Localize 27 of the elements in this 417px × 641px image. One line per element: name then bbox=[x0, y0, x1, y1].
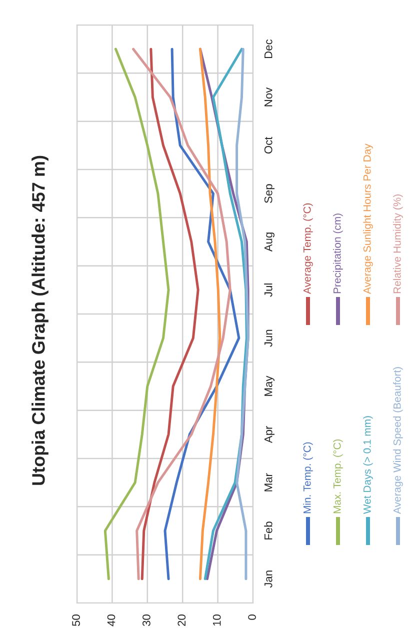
y-tick-label: Dec bbox=[264, 39, 272, 58]
x-tick-label: 10 bbox=[212, 614, 221, 626]
text: Min. Temp. (°C) bbox=[303, 442, 313, 514]
y-tick-label: Jul bbox=[264, 284, 272, 297]
y-tick-label: Apr bbox=[264, 426, 274, 444]
x-tick-label: 40 bbox=[107, 614, 116, 626]
text: Relative Humidity (%) bbox=[393, 194, 403, 294]
y-tick-label: Aug bbox=[264, 232, 274, 252]
text: Precipitation (cm) bbox=[333, 214, 343, 294]
y-tick-label: Feb bbox=[264, 522, 272, 540]
y-tick-label: Oct bbox=[264, 136, 272, 154]
text: Average Wind Speed (Beaufort) bbox=[393, 367, 403, 514]
y-tick-label: Sep bbox=[264, 184, 274, 203]
text: Wet Days (> 0.1 mm) bbox=[363, 416, 373, 514]
x-tick-label: 0 bbox=[248, 614, 256, 620]
y-tick-label: Nov bbox=[264, 87, 272, 106]
x-tick-label: 20 bbox=[178, 614, 186, 626]
x-tick-label: 30 bbox=[142, 614, 150, 626]
x-tick-label: 50 bbox=[72, 614, 80, 626]
text: Utopia Climate Graph (Altitude: 457 m) bbox=[32, 156, 48, 485]
y-tick-label: Jan bbox=[264, 570, 272, 588]
text: Average Sunlight Hours Per Day bbox=[363, 144, 373, 294]
y-tick-label: May bbox=[264, 376, 274, 396]
y-tick-label: Jun bbox=[264, 330, 272, 347]
text: Average Temp. (°C) bbox=[303, 203, 313, 294]
y-tick-label: Mar bbox=[264, 473, 272, 492]
text: Max. Temp. (°C) bbox=[333, 439, 343, 514]
